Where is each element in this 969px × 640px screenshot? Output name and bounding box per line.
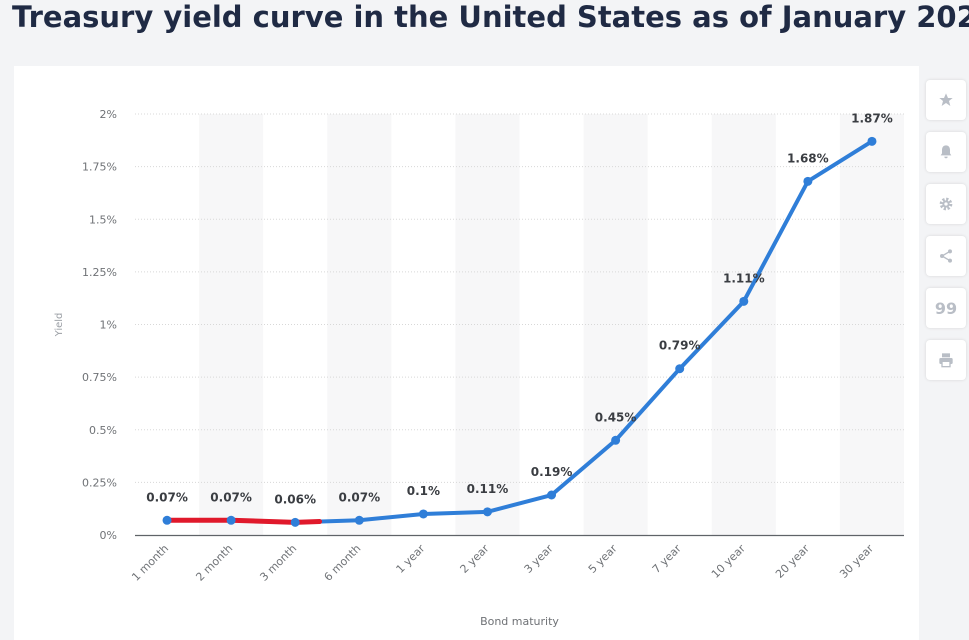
chart-toolbar: 99 [926,80,969,392]
data-point [290,517,300,527]
data-point [226,515,236,525]
star-icon [939,93,953,106]
notification-button[interactable] [926,132,966,172]
data-point [162,515,172,525]
data-label: 0.79% [659,339,701,353]
gear-icon [939,197,953,211]
data-point [611,435,621,445]
column-band [455,114,520,535]
x-tick-label: 6 month [322,542,364,584]
data-point [803,176,813,186]
yield-curve-chart: 0% 0.25% 0.5% 0.75% 1% 1.25% 1.5% 1.75% 2% 1 mont… [54,108,904,628]
data-label: 0.07% [338,490,380,504]
data-point [675,364,685,374]
data-label: 0.07% [210,490,252,504]
share-icon [940,249,952,263]
page-title: Treasury yield curve in the United State… [12,0,969,34]
x-tick-label: 7 year [650,542,684,576]
column-band [839,114,904,535]
x-tick-label: 5 year [586,542,620,576]
y-tick-label: 1.5% [89,213,117,226]
share-button[interactable] [926,236,966,276]
data-point [418,509,428,519]
y-tick-label: 0% [100,529,117,542]
favorite-button[interactable] [926,80,966,120]
data-label: 0.1% [407,484,440,498]
data-label: 1.11% [723,271,765,285]
quote-icon: 99 [934,298,958,318]
column-band [327,114,392,535]
bell-icon [940,145,952,159]
y-tick-label: 2% [100,108,117,121]
data-label: 0.06% [274,492,316,506]
settings-button[interactable] [926,184,966,224]
x-tick-label: 2 month [193,542,235,584]
highlight-line [164,517,323,525]
data-label: 0.07% [146,490,188,504]
x-tick-label: 3 year [522,542,556,576]
x-tick-label: 20 year [773,542,812,581]
x-tick-label: 2 year [458,542,492,576]
data-point [867,136,877,146]
x-tick-label: 1 month [129,542,171,584]
x-tick-label: 3 month [257,542,299,584]
y-tick-label: 1% [100,319,117,332]
y-axis-title: Yield [54,313,65,338]
data-point [482,507,492,517]
y-tick-label: 1.25% [82,266,117,279]
data-label: 0.45% [595,410,637,424]
x-tick-label: 30 year [837,542,876,581]
data-point [739,296,749,306]
data-label: 0.19% [531,465,573,479]
x-tick-label: 10 year [709,542,748,581]
x-tick-label: 1 year [394,542,428,576]
y-tick-label: 0.25% [82,476,117,489]
citation-button[interactable]: 99 [926,288,966,328]
data-point [354,515,364,525]
print-icon [939,353,953,368]
y-tick-label: 1.75% [82,161,117,174]
data-label: 1.87% [851,111,893,125]
data-label: 1.68% [787,151,829,165]
y-tick-label: 0.75% [82,371,117,384]
print-button[interactable] [926,340,966,380]
y-tick-label: 0.5% [89,424,117,437]
chart-card: 0% 0.25% 0.5% 0.75% 1% 1.25% 1.5% 1.75% 2% 1 mont… [14,66,919,640]
data-label: 0.11% [467,482,509,496]
data-point [547,490,557,500]
x-axis-title: Bond maturity [480,615,559,628]
